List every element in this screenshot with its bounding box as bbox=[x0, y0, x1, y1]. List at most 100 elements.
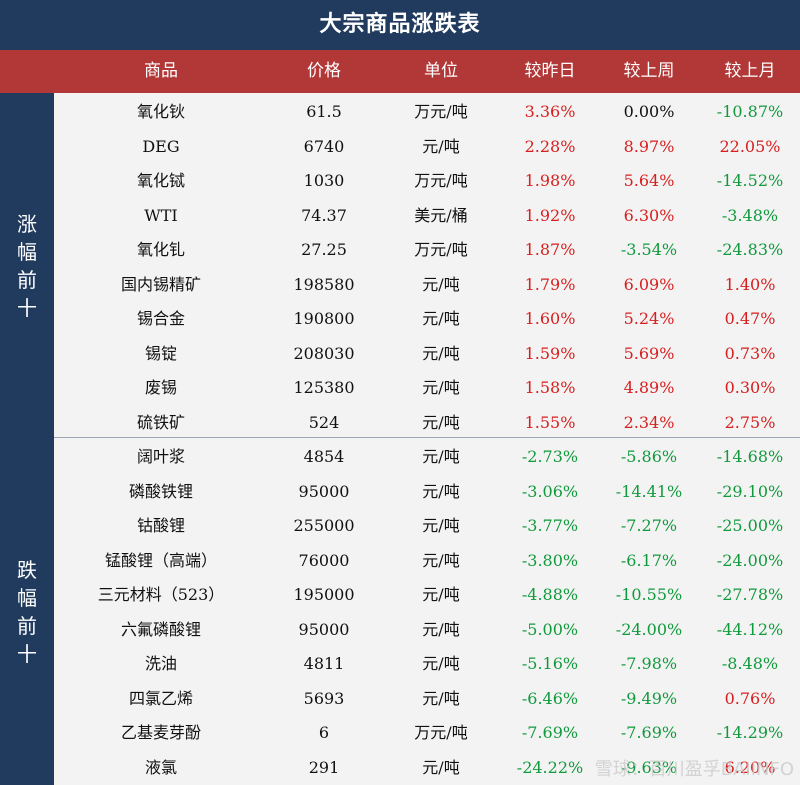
header-vs-last-month: 较上月 bbox=[724, 61, 776, 81]
commodity-name: 氧化钬 bbox=[136, 102, 185, 121]
change-vs-last-week: -5.86% bbox=[620, 447, 678, 466]
table-row: 氧化钆 27.25 万元/吨 1.87% -3.54% -24.83% bbox=[0, 233, 800, 268]
commodity-name: 锰酸锂（高端） bbox=[104, 550, 217, 570]
price-value: 27.25 bbox=[301, 240, 347, 259]
price-value: 524 bbox=[308, 412, 340, 432]
table-row: 六氟磷酸锂 95000 元/吨 -5.00% -24.00% -44.12% bbox=[0, 613, 800, 648]
change-vs-yesterday: -24.22% bbox=[516, 757, 584, 777]
commodity-name: 钴酸锂 bbox=[136, 516, 185, 535]
change-vs-last-month: 6.20% bbox=[724, 757, 776, 777]
table-row: 乙基麦芽酚 6 万元/吨 -7.69% -7.69% -14.29% bbox=[0, 716, 800, 751]
table-row: 钴酸锂 255000 元/吨 -3.77% -7.27% -25.00% bbox=[0, 509, 800, 544]
commodity-name: 国内锡精矿 bbox=[120, 274, 201, 294]
change-vs-last-month: -8.48% bbox=[721, 654, 779, 673]
table-row: 液氯 291 元/吨 -24.22% -9.63% 6.20% bbox=[0, 751, 800, 785]
change-vs-yesterday: -3.77% bbox=[521, 516, 579, 535]
change-vs-yesterday: 1.92% bbox=[524, 205, 576, 225]
change-vs-last-month: 2.75% bbox=[724, 412, 776, 432]
change-vs-last-month: -10.87% bbox=[716, 102, 784, 121]
change-vs-yesterday: 1.59% bbox=[524, 343, 576, 363]
change-vs-last-month: -44.12% bbox=[716, 619, 784, 639]
unit-value: 元/吨 bbox=[422, 378, 460, 397]
change-vs-yesterday: -3.06% bbox=[521, 481, 579, 501]
change-vs-last-month: -3.48% bbox=[721, 205, 779, 225]
price-value: 208030 bbox=[293, 343, 355, 363]
unit-value: 万元/吨 bbox=[414, 102, 468, 121]
section-label-gainers-text: 涨幅前十 bbox=[17, 211, 37, 320]
unit-value: 元/吨 bbox=[422, 343, 460, 363]
header-unit: 单位 bbox=[424, 61, 458, 81]
change-vs-last-week: -10.55% bbox=[615, 585, 683, 604]
change-vs-last-week: 6.09% bbox=[623, 274, 675, 294]
section-divider bbox=[54, 437, 800, 438]
change-vs-last-month: 0.73% bbox=[724, 343, 776, 363]
change-vs-last-week: -14.41% bbox=[615, 481, 683, 501]
change-vs-last-week: -24.00% bbox=[615, 619, 683, 639]
change-vs-last-month: -24.00% bbox=[716, 550, 784, 570]
price-value: 195000 bbox=[293, 585, 355, 604]
header-price: 价格 bbox=[307, 61, 341, 81]
unit-value: 元/吨 bbox=[422, 447, 460, 466]
commodity-name: 锡合金 bbox=[136, 309, 185, 328]
commodity-name: 乙基麦芽酚 bbox=[120, 723, 201, 742]
change-vs-last-week: 5.64% bbox=[623, 171, 675, 190]
commodity-name: 四氯乙烯 bbox=[128, 688, 193, 708]
change-vs-last-week: 8.97% bbox=[623, 136, 675, 156]
table-row: 氧化铽 1030 万元/吨 1.98% 5.64% -14.52% bbox=[0, 164, 800, 199]
change-vs-yesterday: -5.16% bbox=[521, 654, 579, 673]
table-row: DEG 6740 元/吨 2.28% 8.97% 22.05% bbox=[0, 130, 800, 165]
change-vs-last-month: 22.05% bbox=[719, 136, 781, 156]
table-row: 氧化钬 61.5 万元/吨 3.36% 0.00% -10.87% bbox=[0, 95, 800, 130]
commodity-name: 氧化铽 bbox=[136, 171, 185, 190]
unit-value: 万元/吨 bbox=[414, 171, 468, 190]
header-vs-yesterday: 较昨日 bbox=[524, 61, 576, 81]
change-vs-last-month: -14.29% bbox=[716, 723, 784, 742]
unit-value: 美元/桶 bbox=[414, 205, 468, 225]
price-value: 5693 bbox=[303, 688, 345, 708]
price-value: 61.5 bbox=[306, 102, 342, 121]
commodity-name: 废锡 bbox=[144, 378, 177, 397]
unit-value: 元/吨 bbox=[422, 688, 460, 708]
table-header: 商品 价格 单位 较昨日 较上周 较上月 bbox=[0, 50, 800, 93]
commodity-name: 氧化钆 bbox=[136, 240, 185, 259]
change-vs-last-month: 0.30% bbox=[724, 378, 776, 397]
table-row: 国内锡精矿 198580 元/吨 1.79% 6.09% 1.40% bbox=[0, 268, 800, 303]
change-vs-yesterday: -4.88% bbox=[521, 585, 579, 604]
unit-value: 元/吨 bbox=[422, 550, 460, 570]
table-row: 四氯乙烯 5693 元/吨 -6.46% -9.49% 0.76% bbox=[0, 682, 800, 717]
price-value: 6 bbox=[318, 723, 330, 742]
unit-value: 元/吨 bbox=[422, 585, 460, 604]
change-vs-yesterday: -6.46% bbox=[521, 688, 579, 708]
table-row: WTI 74.37 美元/桶 1.92% 6.30% -3.48% bbox=[0, 199, 800, 234]
table-row: 磷酸铁锂 95000 元/吨 -3.06% -14.41% -29.10% bbox=[0, 475, 800, 510]
unit-value: 万元/吨 bbox=[414, 240, 468, 259]
change-vs-last-month: 1.40% bbox=[724, 274, 776, 294]
unit-value: 元/吨 bbox=[422, 136, 460, 156]
table-row: 洗油 4811 元/吨 -5.16% -7.98% -8.48% bbox=[0, 647, 800, 682]
price-value: 4811 bbox=[303, 654, 345, 673]
price-value: 1030 bbox=[303, 171, 345, 190]
commodity-name: 三元材料（523） bbox=[97, 585, 225, 604]
change-vs-last-week: -3.54% bbox=[620, 240, 678, 259]
change-vs-last-week: 0.00% bbox=[623, 102, 675, 121]
unit-value: 元/吨 bbox=[422, 309, 460, 328]
unit-value: 元/吨 bbox=[422, 481, 460, 501]
price-value: 95000 bbox=[298, 619, 350, 639]
change-vs-yesterday: 1.87% bbox=[524, 240, 576, 259]
change-vs-last-month: -24.83% bbox=[716, 240, 784, 259]
change-vs-last-week: -6.17% bbox=[620, 550, 678, 570]
change-vs-last-week: 4.89% bbox=[623, 378, 675, 397]
change-vs-last-week: -7.69% bbox=[620, 723, 678, 742]
price-value: 4854 bbox=[303, 447, 345, 466]
unit-value: 元/吨 bbox=[422, 516, 460, 535]
change-vs-last-week: -9.49% bbox=[620, 688, 678, 708]
change-vs-yesterday: 1.60% bbox=[524, 309, 576, 328]
table-row: 锡锭 208030 元/吨 1.59% 5.69% 0.73% bbox=[0, 337, 800, 372]
change-vs-yesterday: 1.58% bbox=[524, 378, 576, 397]
unit-value: 元/吨 bbox=[422, 654, 460, 673]
section-label-losers-text: 跌幅前十 bbox=[17, 557, 37, 666]
price-value: 95000 bbox=[298, 481, 350, 501]
change-vs-last-month: 0.76% bbox=[724, 688, 776, 708]
commodity-name: 阔叶浆 bbox=[136, 447, 185, 466]
price-value: 76000 bbox=[298, 550, 350, 570]
